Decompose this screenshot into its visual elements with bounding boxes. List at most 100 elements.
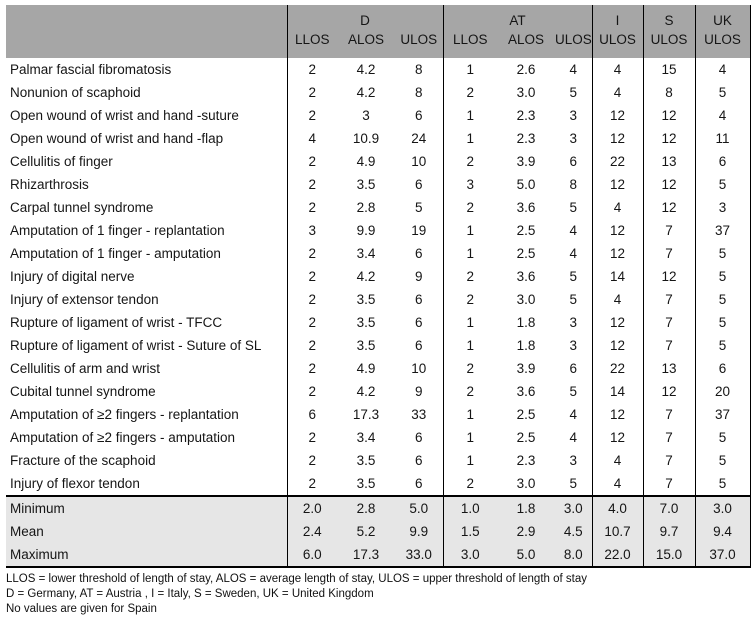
footnote-abbreviations-los: LLOS = lower threshold of length of stay…: [6, 573, 587, 585]
value-cell: 6: [569, 154, 578, 169]
value-cell: 2: [442, 288, 498, 311]
row-label-cell: Amputation of 1 finger - amputation: [10, 246, 221, 261]
value-cell: 4.5: [555, 520, 593, 543]
value-cell: 1: [442, 219, 498, 242]
value-cell: 2: [286, 449, 337, 472]
country-group-header: UK: [694, 5, 751, 32]
value-cell: 3: [569, 315, 578, 330]
value-cell: 2: [286, 357, 337, 380]
value-cell: 5: [569, 200, 578, 215]
value-cell: 12: [591, 173, 644, 196]
value-cell: 4: [694, 58, 751, 81]
value-cell: 12: [642, 196, 696, 219]
value-cell: 9: [415, 384, 423, 399]
value-cell: 4.2: [356, 85, 376, 100]
value-cell: 6: [415, 453, 423, 468]
value-cell: 5: [569, 384, 578, 399]
value-cell: 1.0: [442, 495, 498, 520]
value-cell: 4: [591, 288, 644, 311]
value-cell: 1: [442, 426, 498, 449]
value-cell: 5.0: [497, 543, 556, 568]
value-cell: 10: [411, 154, 427, 169]
value-cell: 1: [442, 104, 498, 127]
value-cell: 3.4: [356, 246, 376, 261]
value-cell: 6: [569, 361, 578, 376]
measure-col-header: LLOS: [442, 32, 498, 58]
value-cell: 3.5: [356, 338, 376, 353]
value-cell: 3.4: [356, 430, 376, 445]
value-cell: 2: [286, 288, 337, 311]
value-cell: 5: [694, 311, 751, 334]
value-cell: 22: [591, 150, 644, 173]
value-cell: 4.9: [356, 154, 376, 169]
value-cell: 7: [642, 403, 696, 426]
value-cell: 1.8: [516, 338, 536, 353]
table-row: Cubital tunnel syndrome 2 4.2 9 2 3.6 5 14 12 20: [6, 380, 751, 403]
value-cell: 2.3: [516, 108, 536, 123]
value-cell: 3.6: [516, 384, 536, 399]
value-cell: 2.3: [516, 453, 536, 468]
value-cell: 10: [411, 361, 427, 376]
value-cell: 2.5: [516, 407, 536, 422]
value-cell: 12: [591, 311, 644, 334]
value-cell: 3: [569, 131, 578, 146]
value-cell: 5: [694, 426, 751, 449]
value-cell: 12: [642, 173, 696, 196]
value-cell: 5: [694, 334, 751, 357]
summary-row: Maximum 6.0 17.3 33.0 3.0 5.0 8.0 22.0 15.0 37.0: [6, 543, 751, 568]
value-cell: 9.7: [642, 520, 696, 543]
value-cell: 22: [591, 357, 644, 380]
value-cell: 4.2: [356, 62, 376, 77]
row-label-cell: Injury of digital nerve: [10, 269, 135, 284]
value-cell: 37.0: [694, 543, 751, 568]
value-cell: 2: [286, 104, 337, 127]
country-group-header: AT: [442, 5, 593, 32]
value-cell: 12: [642, 380, 696, 403]
length-of-stay-table: D AT I S UK LLOS ALOS ULOS LLOS ALOS ULOS ULOS ULOS…: [6, 5, 751, 568]
country-header-row: D AT I S UK: [6, 5, 751, 58]
value-cell: 12: [642, 265, 696, 288]
row-label-cell: Injury of flexor tendon: [10, 476, 140, 491]
value-cell: 4: [569, 407, 578, 422]
value-cell: 3.0: [516, 476, 536, 491]
value-cell: 2: [286, 242, 337, 265]
value-cell: 14: [591, 380, 644, 403]
value-cell: 5.2: [337, 520, 395, 543]
value-cell: 12: [591, 242, 644, 265]
value-cell: 4.9: [356, 361, 376, 376]
table-row: Rhizarthrosis 2 3.5 6 3 5.0 8 12 12 5: [6, 173, 751, 196]
value-cell: 1: [442, 242, 498, 265]
table-row: Nonunion of scaphoid 2 4.2 8 2 3.0 5 4 8 5: [6, 81, 751, 104]
value-cell: 7: [642, 288, 696, 311]
value-cell: 12: [591, 403, 644, 426]
measure-header-row: LLOS ALOS ULOS LLOS ALOS ULOS ULOS ULOS ULOS: [6, 32, 751, 58]
row-label-cell: Cellulitis of arm and wrist: [10, 361, 161, 376]
value-cell: 9: [415, 269, 423, 284]
value-cell: 1: [442, 403, 498, 426]
summary-row: Minimum 2.0 2.8 5.0 1.0 1.8 3.0 4.0 7.0 3.0: [6, 495, 751, 520]
value-cell: 3.5: [356, 453, 376, 468]
row-label-cell: Cellulitis of finger: [10, 154, 113, 169]
value-cell: 7: [642, 426, 696, 449]
measure-col-header: ALOS: [337, 32, 395, 58]
footnotes: LLOS = lower threshold of length of stay…: [6, 572, 752, 617]
value-cell: 3.0: [516, 85, 536, 100]
value-cell: 3.0: [555, 495, 593, 520]
value-cell: 5: [694, 449, 751, 472]
value-cell: 2.5: [516, 246, 536, 261]
value-cell: 6: [415, 246, 423, 261]
table-row: Injury of flexor tendon 2 3.5 6 2 3.0 5 4 7 5: [6, 472, 751, 496]
table-row: Carpal tunnel syndrome 2 2.8 5 2 3.6 5 4 12 3: [6, 196, 751, 219]
value-cell: 5: [694, 472, 751, 496]
value-cell: 1: [442, 127, 498, 150]
value-cell: 4: [591, 449, 644, 472]
value-cell: 22.0: [591, 543, 644, 568]
value-cell: 2.3: [516, 131, 536, 146]
value-cell: 5: [694, 288, 751, 311]
value-cell: 7.0: [642, 495, 696, 520]
value-cell: 17.3: [337, 543, 395, 568]
value-cell: 3: [569, 338, 578, 353]
condition-rows: Palmar fascial fibromatosis 2 4.2 8 1 2.6 4 4 15…: [6, 58, 751, 496]
value-cell: 3: [362, 108, 370, 123]
value-cell: 5: [569, 269, 578, 284]
